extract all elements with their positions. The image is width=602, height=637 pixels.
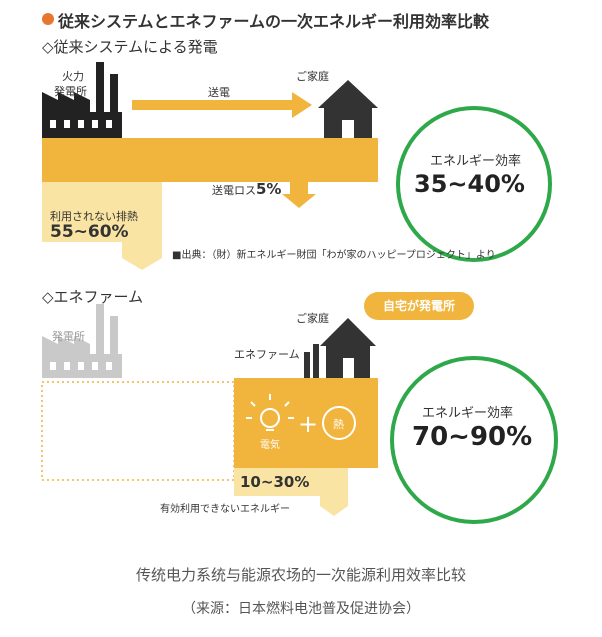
dotted-outline	[41, 381, 235, 481]
section2-diagram	[41, 304, 378, 516]
efficiency-value-2: 70~90%	[412, 422, 533, 452]
callout-badge: 自宅が発電所	[364, 292, 474, 320]
loss-label-text: 送電ロス	[212, 184, 256, 197]
power-plant-grey-icon	[42, 304, 122, 378]
electricity-label: 電気	[260, 440, 280, 451]
source-caption: （来源：日本燃料电池普及促进协会）	[182, 601, 420, 617]
section1-heading: ◇従来システムによる発電	[42, 38, 218, 56]
efficiency-value-1: 35~40%	[414, 170, 525, 198]
loss-label: 送電ロス5%	[212, 180, 281, 198]
section1-diagram	[42, 62, 378, 270]
efficiency-ring-1	[396, 106, 552, 262]
home-label-2: ご家庭	[296, 312, 329, 325]
power-plant-icon	[42, 62, 122, 138]
house-icon	[318, 80, 378, 138]
source-note-ja: ■出典：（財）新エネルギー財団「わが家のハッピープロジェクト」より	[172, 250, 496, 261]
enefarm-label: エネファーム	[234, 348, 300, 361]
unused-value: 10~30%	[240, 473, 310, 491]
figure-caption: 传统电力系统与能源农场的一次能源利用效率比较	[135, 566, 466, 584]
unused-label: 有効利用できないエネルギー	[160, 504, 290, 515]
bulb-icon	[246, 394, 294, 431]
plus-sign: +	[298, 410, 319, 438]
efficiency-ring-2	[390, 356, 558, 524]
plant-label-grey: 発電所	[52, 330, 85, 343]
loss-arrow	[282, 182, 316, 208]
plant-label-1: 火力	[62, 70, 84, 83]
heat-label: 熱	[333, 418, 344, 431]
transmission-label: 送電	[208, 86, 230, 99]
enefarm-device-icon	[304, 344, 319, 378]
home-label: ご家庭	[296, 70, 329, 83]
loss-value: 5%	[256, 180, 282, 198]
waste-heat-band	[42, 182, 162, 270]
efficiency-label-1: エネルギー効率	[430, 154, 522, 169]
heat-circle-icon	[322, 406, 356, 440]
transmission-arrow	[132, 92, 312, 118]
unused-energy-band	[234, 468, 348, 516]
waste-label: 利用されない排熱	[50, 210, 138, 223]
efficiency-label-2: エネルギー効率	[422, 406, 514, 421]
title-bullet	[42, 13, 54, 25]
energy-flow-band	[42, 138, 378, 182]
plant-label-2: 発電所	[54, 85, 87, 98]
house2-icon	[320, 318, 376, 378]
main-title: 従来システムとエネファームの一次エネルギー利用効率比較	[58, 12, 490, 31]
waste-value: 55~60%	[50, 222, 129, 242]
section2-heading: ◇エネファーム	[42, 288, 144, 306]
